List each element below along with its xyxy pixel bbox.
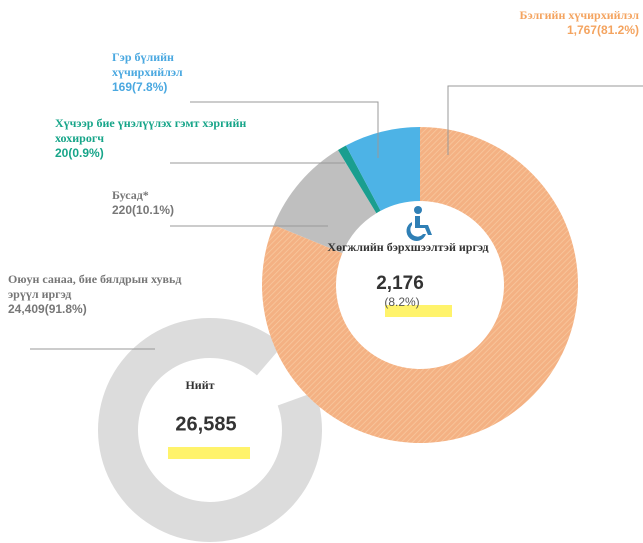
leader-lines xyxy=(30,85,643,350)
legend-label: Гэр бүлийн хүчирхийлэл 169(7.8%) xyxy=(112,50,212,95)
highlight xyxy=(385,305,452,317)
highlight xyxy=(168,447,250,459)
center-title: Нийт xyxy=(185,378,214,392)
wheelchair-icon xyxy=(406,206,432,241)
category-label: Хүчээр бие үнэлүүлэх гэмт хэргийн хохиро… xyxy=(55,116,247,145)
value-label: 24,409(91.8%) xyxy=(8,302,87,316)
center-total: 26,585 xyxy=(175,413,236,435)
legend-label: Бэлгийн хүчирхийлэл 1,767(81.2%) xyxy=(519,8,639,38)
category-label: Гэр бүлийн хүчирхийлэл xyxy=(112,50,183,79)
leader-line xyxy=(190,101,379,158)
center-share: (8.2%) xyxy=(384,295,419,309)
legend-label: Бусад* 220(10.1%) xyxy=(112,188,212,218)
donut-segment xyxy=(262,127,579,444)
category-label: Бэлгийн хүчирхийлэл xyxy=(519,8,639,22)
value-label: 1,767(81.2%) xyxy=(566,23,639,37)
leader-line xyxy=(447,85,643,155)
donut-segment xyxy=(337,145,381,214)
legend-label: Оюун санаа, бие бялдрын хувьд эрүүл иргэ… xyxy=(8,272,193,317)
category-label: Оюун санаа, бие бялдрын хувьд эрүүл иргэ… xyxy=(8,272,182,301)
legend-label: Хүчээр бие үнэлүүлэх гэмт хэргийн хохиро… xyxy=(55,116,260,161)
center-total: 2,176 xyxy=(376,273,424,294)
center-title: Хөгжлийн бэрхшээлтэй иргэд xyxy=(327,240,488,254)
value-label: 220(10.1%) xyxy=(112,203,175,217)
value-label: 20(0.9%) xyxy=(55,146,104,160)
donut-segment xyxy=(273,149,377,254)
donut-segment xyxy=(98,318,322,543)
donut-segment xyxy=(345,127,420,211)
value-label: 169(7.8%) xyxy=(112,80,168,94)
category-label: Бусад* xyxy=(112,188,149,202)
